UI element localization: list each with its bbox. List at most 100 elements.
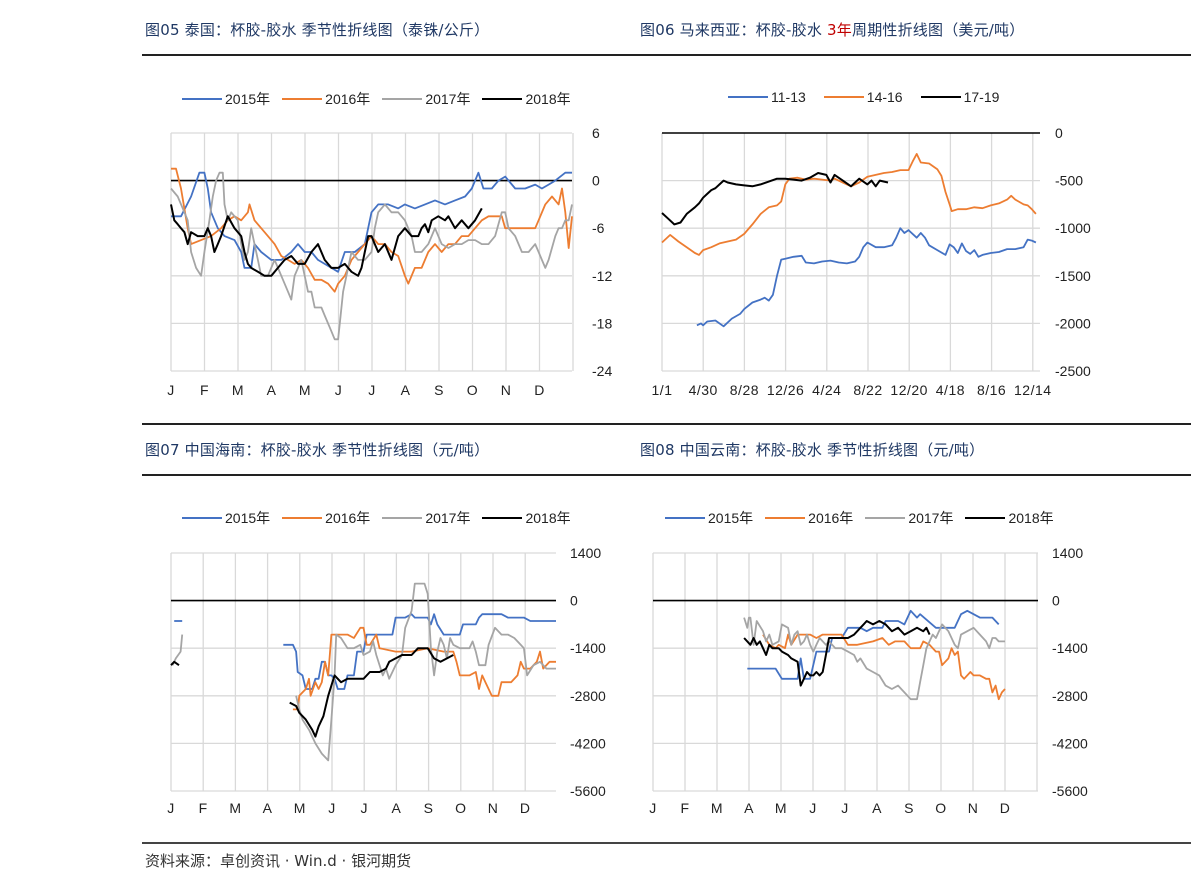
y-tick-label: 0: [1052, 593, 1060, 609]
y-tick-label: 1400: [1052, 545, 1083, 561]
x-tick-label: 4/24: [812, 382, 841, 398]
series-line-14-16: [661, 153, 1037, 256]
figure-title-07: 图07 中国海南：杯胶-胶水 季节性折线图（元/吨）: [145, 441, 490, 459]
y-tick-label: -6: [592, 220, 605, 236]
x-tick-label: 12/14: [1014, 382, 1052, 398]
header-rule-middle: [142, 423, 1191, 425]
legend-label: 2016年: [808, 510, 854, 526]
x-tick-label: J: [649, 800, 657, 816]
y-tick-label: 1400: [570, 545, 601, 561]
x-tick-label: M: [711, 800, 723, 816]
x-tick-label: D: [520, 800, 531, 816]
x-tick-label: A: [744, 800, 754, 816]
series-line-2018年: [170, 204, 483, 277]
x-tick-label: J: [167, 382, 175, 398]
x-tick-label: M: [294, 800, 306, 816]
legend-label: 2015年: [225, 91, 271, 107]
legend-swatch-17-19: [920, 96, 961, 98]
x-tick-label: M: [232, 382, 244, 398]
x-tick-label: J: [167, 800, 175, 816]
legend-label: 2015年: [225, 510, 271, 526]
legend-label: 11-13: [771, 89, 806, 105]
header-rule-lower: [142, 474, 1191, 476]
footer-rule: [142, 842, 1191, 844]
legend-fig08: 2015年 2016年 2017年 2018年: [665, 508, 1066, 528]
series-line-2017年: [171, 634, 184, 666]
legend-swatch-11-13: [728, 96, 768, 98]
y-tick-label: 0: [592, 173, 600, 189]
y-tick-label: -18: [592, 315, 612, 331]
x-tick-label: A: [267, 382, 277, 398]
legend-swatch-2018: [482, 517, 523, 519]
legend-item-2015: 2015年: [665, 508, 753, 528]
legend-item-11-13: 11-13: [728, 89, 806, 105]
legend-label: 2018年: [525, 510, 571, 526]
x-tick-label: D: [1000, 800, 1011, 816]
x-tick-label: A: [401, 382, 411, 398]
y-tick-label: -1400: [1052, 640, 1088, 656]
legend-fig05: 2015年 2016年 2017年 2018年: [182, 89, 583, 109]
x-tick-label: S: [434, 382, 444, 398]
chart-05: 6 0 -6 -12 -18 -24 J F M A M J J A S O N D: [167, 125, 612, 398]
y-tick-label: -5600: [570, 783, 606, 799]
y-tick-label: 0: [1055, 125, 1063, 141]
legend-swatch-2017: [382, 98, 423, 100]
y-tick-label: 6: [592, 125, 600, 141]
legend-swatch-2018: [965, 517, 1006, 519]
legend-label: 2016年: [325, 510, 371, 526]
x-tick-label: J: [841, 800, 849, 816]
x-tick-label: M: [229, 800, 241, 816]
x-tick-label: J: [368, 382, 376, 398]
x-tick-label: M: [299, 382, 311, 398]
x-tick-label: S: [904, 800, 914, 816]
legend-label: 2017年: [908, 510, 954, 526]
x-tick-label: F: [200, 382, 209, 398]
y-tick-label: -1400: [570, 640, 606, 656]
legend-swatch-2015: [182, 98, 222, 100]
y-tick-label: -500: [1055, 173, 1083, 189]
figure-title-06: 图06 马来西亚：杯胶-胶水 3年周期性折线图（美元/吨）: [640, 19, 1024, 40]
y-tick-label: -4200: [1052, 735, 1088, 751]
legend-item-2018: 2018年: [965, 508, 1054, 528]
legend-label: 17-19: [963, 89, 1000, 105]
legend-item-2016: 2016年: [282, 508, 370, 528]
legend-label: 2015年: [708, 510, 754, 526]
legend-label: 2018年: [525, 91, 571, 107]
legend-item-2018: 2018年: [482, 508, 571, 528]
series-line-2015年: [171, 171, 572, 273]
x-tick-label: 8/22: [853, 382, 882, 398]
legend-swatch-2016: [282, 517, 323, 519]
legend-label: 2018年: [1008, 510, 1054, 526]
series-line-2017年: [295, 582, 556, 762]
x-tick-label: 4/18: [936, 382, 965, 398]
legend-swatch-2018: [482, 98, 523, 100]
legend-swatch-2015: [665, 517, 705, 519]
y-tick-label: -1000: [1055, 220, 1091, 236]
series-line-2017年: [743, 616, 1005, 701]
legend-swatch-2015: [182, 517, 222, 519]
legend-item-2017: 2017年: [382, 89, 470, 109]
header-rule-top: [142, 54, 1191, 56]
y-tick-label: -12: [592, 268, 612, 284]
x-tick-label: 1/1: [652, 382, 673, 398]
x-tick-label: 12/20: [890, 382, 928, 398]
x-tick-label: N: [501, 382, 512, 398]
x-tick-label: 4/30: [689, 382, 718, 398]
y-tick-label: 0: [570, 593, 578, 609]
legend-label: 2016年: [325, 91, 371, 107]
legend-item-2015: 2015年: [182, 508, 270, 528]
figure-title-06-part2: 周期性折线图（美元/吨）: [852, 21, 1025, 39]
x-tick-label: N: [968, 800, 979, 816]
legend-item-2016: 2016年: [282, 89, 370, 109]
x-tick-label: J: [335, 382, 343, 398]
figure-title-06-part1: 图06 马来西亚：杯胶-胶水: [640, 21, 828, 39]
x-tick-label: M: [775, 800, 787, 816]
x-tick-label: 8/16: [977, 382, 1006, 398]
chart-06: 0 -500 -1000 -1500 -2000 -2500 1/1 4/30 8/28 12/2…: [652, 125, 1092, 398]
series-line-2015年: [283, 613, 556, 690]
legend-fig07: 2015年 2016年 2017年 2018年: [182, 508, 583, 528]
figure-title-05: 图05 泰国：杯胶-胶水 季节性折线图（泰铢/公斤）: [145, 21, 490, 39]
legend-item-2016: 2016年: [765, 508, 853, 528]
x-tick-label: O: [467, 382, 478, 398]
